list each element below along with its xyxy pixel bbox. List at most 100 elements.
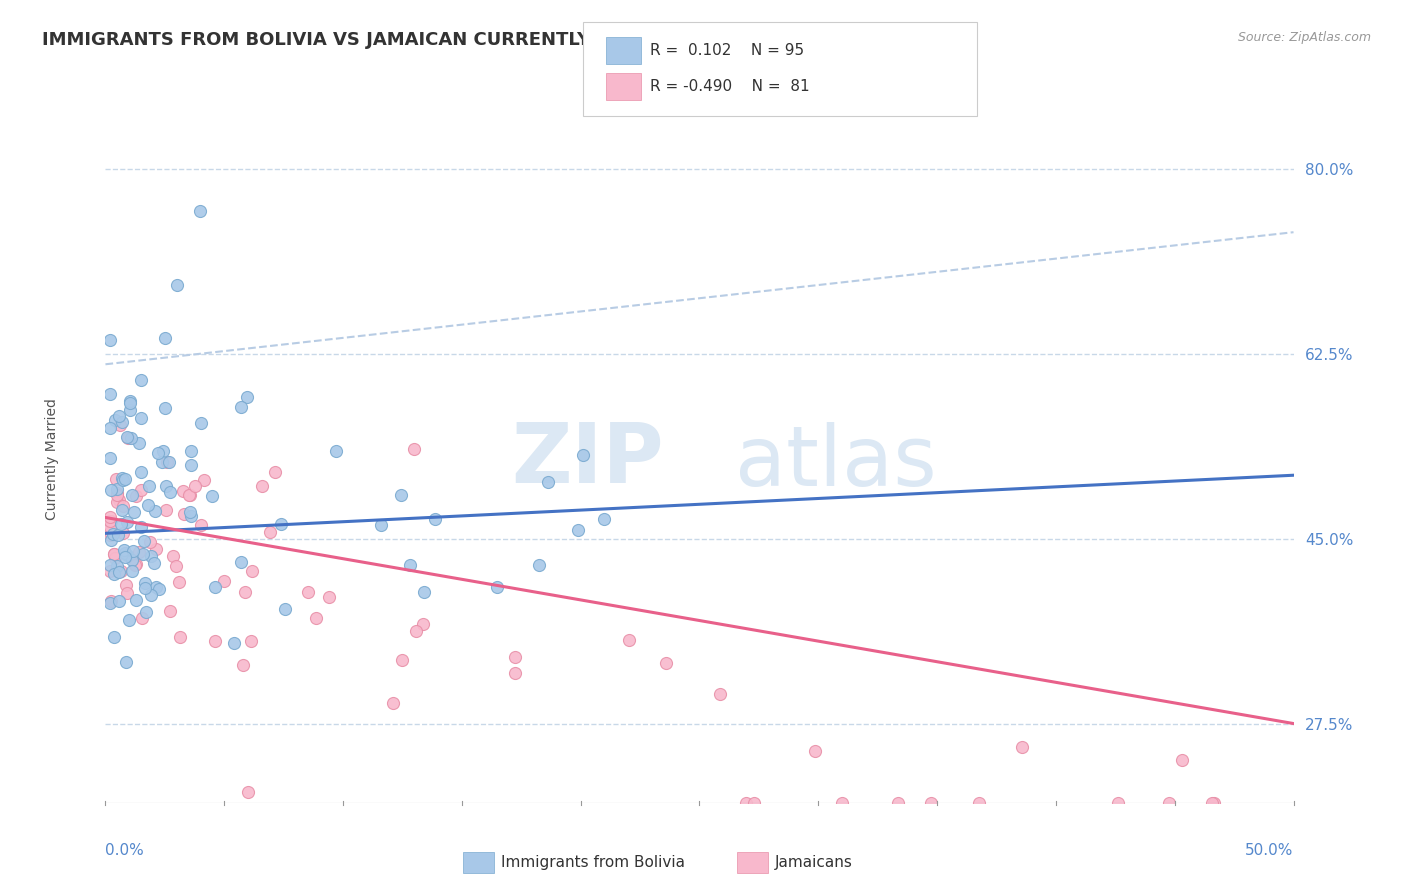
Point xyxy=(100,594,122,608)
Point xyxy=(98,524,121,539)
Point xyxy=(122,544,145,558)
Point xyxy=(131,611,153,625)
Point xyxy=(108,594,131,608)
Point xyxy=(98,514,121,528)
Point xyxy=(143,504,166,518)
Point xyxy=(111,415,134,429)
Point xyxy=(142,556,165,570)
Point xyxy=(108,418,131,433)
Point xyxy=(190,204,212,219)
Point xyxy=(1011,740,1033,755)
Point xyxy=(527,558,550,572)
Point xyxy=(110,564,132,578)
Point xyxy=(134,581,156,595)
Point xyxy=(98,564,121,578)
Point xyxy=(571,449,593,463)
Point xyxy=(111,471,134,485)
Text: 0.0%: 0.0% xyxy=(105,843,145,858)
Point xyxy=(115,515,138,529)
Point xyxy=(111,473,134,487)
Point xyxy=(887,796,910,810)
Point xyxy=(114,542,136,557)
Point xyxy=(111,499,134,513)
Point xyxy=(135,605,157,619)
Point xyxy=(503,650,526,665)
Point xyxy=(920,796,942,810)
Point xyxy=(304,611,326,625)
Point xyxy=(190,518,212,533)
Point xyxy=(1170,753,1192,767)
Point xyxy=(114,472,136,486)
Point xyxy=(121,565,143,579)
Point xyxy=(98,510,121,524)
Text: atlas: atlas xyxy=(735,422,936,503)
Point xyxy=(413,584,436,599)
Point xyxy=(141,549,163,563)
Point xyxy=(103,547,125,561)
Point xyxy=(153,331,176,345)
Point xyxy=(146,446,169,460)
Point xyxy=(159,604,181,618)
Point xyxy=(98,528,121,542)
Point xyxy=(108,492,131,507)
Text: Currently Married: Currently Married xyxy=(45,399,59,520)
Point xyxy=(131,520,153,534)
Point xyxy=(425,511,447,525)
Point xyxy=(105,495,128,509)
Point xyxy=(179,505,201,519)
Point xyxy=(742,796,765,810)
Point xyxy=(193,473,215,487)
Text: R =  0.102    N = 95: R = 0.102 N = 95 xyxy=(650,44,804,58)
Point xyxy=(122,505,145,519)
Point xyxy=(136,498,159,512)
Point xyxy=(132,547,155,561)
Point xyxy=(98,558,121,572)
Point xyxy=(128,545,150,559)
Point xyxy=(132,534,155,549)
Point xyxy=(110,516,132,531)
Point xyxy=(177,488,200,502)
Point xyxy=(318,590,340,604)
Text: 50.0%: 50.0% xyxy=(1246,843,1294,858)
Point xyxy=(98,421,121,435)
Point xyxy=(121,553,143,567)
Point xyxy=(98,450,121,465)
Point xyxy=(120,431,142,445)
Point xyxy=(107,528,129,542)
Point xyxy=(201,489,224,503)
Point xyxy=(153,401,176,416)
Point xyxy=(115,585,138,599)
Point xyxy=(131,483,153,498)
Point xyxy=(1204,796,1226,810)
Point xyxy=(104,413,127,427)
Point xyxy=(105,488,128,502)
Text: Immigrants from Bolivia: Immigrants from Bolivia xyxy=(501,855,685,870)
Point xyxy=(166,278,188,293)
Point xyxy=(180,458,202,472)
Point xyxy=(139,588,162,602)
Point xyxy=(190,416,212,430)
Point xyxy=(125,557,148,571)
Point xyxy=(1107,796,1129,810)
Point xyxy=(391,653,413,667)
Point xyxy=(98,520,121,534)
Point xyxy=(370,517,392,532)
Point xyxy=(157,455,180,469)
Point xyxy=(180,509,202,524)
Point xyxy=(167,574,190,589)
Point xyxy=(412,616,434,631)
Point xyxy=(735,796,758,810)
Point xyxy=(239,634,262,648)
Point xyxy=(101,526,124,541)
Point xyxy=(231,400,253,414)
Point xyxy=(655,657,678,671)
Point xyxy=(117,613,139,627)
Point xyxy=(165,559,187,574)
Point xyxy=(100,515,122,529)
Point xyxy=(204,580,226,594)
Point xyxy=(325,444,347,458)
Point xyxy=(173,508,195,522)
Point xyxy=(236,390,259,404)
Point xyxy=(567,523,589,537)
Point xyxy=(179,488,201,502)
